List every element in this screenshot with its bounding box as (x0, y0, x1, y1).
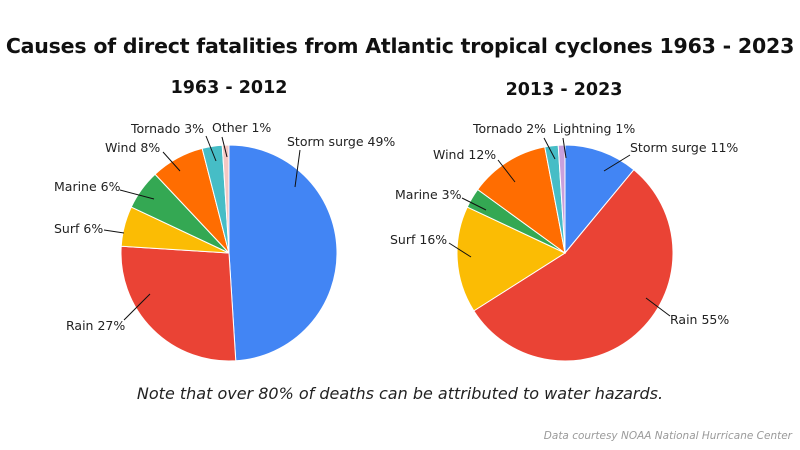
chart-title-2013-2023: 2013 - 2023 (505, 80, 623, 100)
leader-line-tornado (543, 137, 556, 160)
slice-label-rain: Rain 55% (670, 312, 729, 327)
leader-line-marine (461, 197, 487, 211)
slice-label-wind: Wind 12% (433, 147, 496, 162)
leader-line-rain (123, 293, 151, 321)
slice-label-tornado: Tornado 3% (130, 121, 204, 136)
slice-label-marine: Marine 6% (54, 179, 121, 194)
slice-label-wind: Wind 8% (105, 140, 160, 155)
slice-label-rain: Rain 27% (66, 318, 125, 333)
slice-label-surf: Surf 16% (390, 232, 447, 247)
slice-label-marine: Marine 3% (395, 187, 462, 202)
slice-label-storm-surge: Storm surge 49% (287, 134, 395, 149)
slice-label-storm-surge: Storm surge 11% (630, 140, 738, 155)
page-title: Causes of direct fatalities from Atlanti… (5, 34, 795, 58)
leader-line-surf (448, 242, 472, 258)
pie-slice-1963-2012-rain (120, 245, 237, 362)
pie-slice-1963-2012-storm-surge (228, 144, 338, 362)
slice-label-tornado: Tornado 2% (472, 121, 546, 136)
chart-title-1963-2012: 1963 - 2012 (170, 78, 288, 98)
leader-line-storm-surge (603, 154, 631, 172)
slice-label-surf: Surf 6% (54, 221, 103, 236)
data-credit: Data courtesy NOAA National Hurricane Ce… (543, 430, 792, 442)
slice-label-other: Other 1% (212, 120, 271, 135)
leader-line-marine (119, 189, 155, 200)
pie-slice-2013-2023-wind (476, 146, 566, 255)
pie-slice-2013-2023-rain (473, 169, 674, 362)
leader-line-rain (645, 297, 671, 317)
leader-line-surf (103, 229, 125, 234)
pie-slice-2013-2023-lightning (557, 144, 566, 254)
leader-line-wind (162, 151, 181, 172)
pie-slice-2013-2023-storm-surge (564, 144, 635, 255)
pie-slice-2013-2023-surf (456, 206, 567, 312)
slice-label-lightning: Lightning 1% (553, 121, 635, 136)
leader-line-storm-surge (294, 149, 301, 188)
leader-line-wind (497, 159, 516, 183)
pie-slice-1963-2012-other (221, 144, 230, 254)
footnote: Note that over 80% of deaths can be attr… (136, 384, 664, 403)
leader-line-tornado (205, 135, 217, 162)
leader-line-other (221, 136, 228, 158)
leader-line-lightning (562, 137, 567, 159)
